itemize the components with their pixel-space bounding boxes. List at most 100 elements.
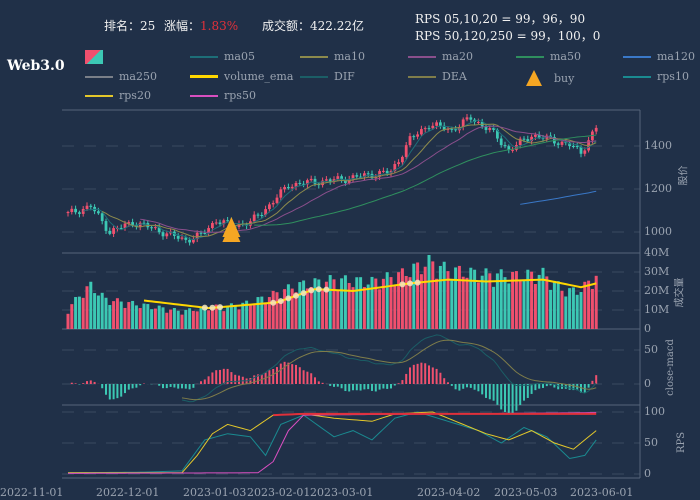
volume-bar bbox=[127, 302, 131, 329]
macd-histogram-bar bbox=[352, 384, 354, 391]
volume-bar bbox=[362, 287, 366, 329]
macd-histogram-bar bbox=[249, 378, 252, 384]
volume-signal-dot bbox=[315, 286, 322, 293]
legend-item-rps20[interactable]: rps20 bbox=[85, 89, 151, 102]
volume-signal-dot bbox=[308, 287, 315, 294]
macd-histogram-bar bbox=[329, 384, 332, 386]
volume-bar bbox=[328, 275, 332, 329]
macd-histogram-bar bbox=[496, 384, 499, 405]
volume-bar bbox=[560, 290, 564, 329]
legend-item-rps10[interactable]: rps10 bbox=[623, 70, 689, 83]
volume-bar bbox=[381, 278, 385, 329]
legend-item-DEA[interactable]: DEA bbox=[408, 70, 467, 83]
macd-histogram-bar bbox=[158, 384, 161, 386]
candle-up bbox=[271, 202, 275, 205]
volume-bar bbox=[96, 295, 100, 329]
candle-up bbox=[81, 208, 85, 214]
volume-bar bbox=[248, 304, 252, 329]
volume-bar bbox=[537, 274, 541, 329]
x-tick: 2023-06-01 bbox=[570, 486, 634, 499]
legend-item-buy[interactable]: buy bbox=[520, 70, 574, 86]
legend-item-ma20[interactable]: ma20 bbox=[408, 50, 473, 63]
macd-histogram-bar bbox=[572, 384, 575, 391]
volume-bar bbox=[416, 262, 420, 329]
line-icon bbox=[190, 75, 218, 78]
macd-histogram-bar bbox=[431, 367, 434, 384]
macd-histogram-bar bbox=[424, 363, 427, 384]
macd-histogram-bar bbox=[219, 369, 221, 384]
legend-label: ma250 bbox=[119, 70, 157, 83]
legend-item-ma05[interactable]: ma05 bbox=[190, 50, 255, 63]
volume-bar bbox=[533, 283, 537, 329]
price-tick: 1400 bbox=[644, 139, 672, 152]
legend-label: ma10 bbox=[334, 50, 365, 63]
volume-bar bbox=[522, 279, 526, 329]
macd-histogram-bar bbox=[557, 384, 560, 390]
macd-histogram-bar bbox=[211, 372, 214, 384]
macd-histogram-bar bbox=[169, 384, 172, 387]
rps-tick: 100 bbox=[644, 405, 665, 418]
candle-up bbox=[192, 238, 195, 243]
legend-label: rps20 bbox=[119, 89, 151, 102]
candle-up bbox=[423, 128, 427, 130]
turnover-value: 422.22亿 bbox=[310, 19, 365, 33]
candle-up bbox=[207, 228, 210, 234]
volume-bar bbox=[286, 284, 290, 329]
volume-bar bbox=[575, 294, 579, 329]
legend-item-DIF[interactable]: DIF bbox=[300, 70, 355, 83]
legend-item-ma10[interactable]: ma10 bbox=[300, 50, 365, 63]
price-tick: 1200 bbox=[644, 182, 672, 195]
legend-item-candle[interactable] bbox=[85, 50, 109, 64]
macd-histogram-bar bbox=[192, 384, 195, 388]
volume-bar bbox=[153, 308, 157, 329]
macd-histogram-bar bbox=[409, 367, 411, 384]
macd-histogram-bar bbox=[238, 375, 240, 384]
volume-bar bbox=[89, 281, 93, 329]
volume-bar bbox=[123, 307, 127, 329]
volume-bar bbox=[260, 296, 264, 329]
volume-bar bbox=[442, 261, 446, 329]
macd-histogram-bar bbox=[439, 372, 442, 384]
candle-down bbox=[78, 212, 81, 214]
legend-item-ma50[interactable]: ma50 bbox=[516, 50, 581, 63]
rps-tick: 50 bbox=[644, 436, 658, 449]
volume-signal-dot bbox=[407, 280, 413, 287]
legend-item-ma120[interactable]: ma120 bbox=[623, 50, 695, 63]
candle-down bbox=[454, 129, 457, 131]
candle-up bbox=[404, 145, 408, 157]
volume-bar bbox=[514, 271, 518, 329]
macd-histogram-bar bbox=[530, 384, 533, 394]
volume-bar bbox=[499, 269, 503, 329]
volume-bar bbox=[267, 297, 271, 329]
candle-up bbox=[401, 156, 404, 163]
macd-histogram-bar bbox=[450, 384, 453, 386]
legend-item-rps50[interactable]: rps50 bbox=[190, 89, 256, 102]
legend-label: ma05 bbox=[224, 50, 255, 63]
volume-bar bbox=[408, 277, 412, 329]
candle-up bbox=[123, 223, 127, 228]
candle-up bbox=[534, 134, 537, 137]
volume-bar bbox=[138, 308, 142, 329]
macd-histogram-bar bbox=[333, 384, 335, 387]
line-icon bbox=[408, 75, 436, 78]
macd-histogram-bar bbox=[488, 384, 491, 400]
candle-down bbox=[442, 125, 446, 130]
volume-bar bbox=[461, 276, 465, 329]
macd-histogram-bar bbox=[302, 370, 305, 384]
volume-bar bbox=[233, 306, 237, 329]
legend-item-ma250[interactable]: ma250 bbox=[85, 70, 157, 83]
candle-down bbox=[469, 117, 473, 120]
candle-up bbox=[283, 187, 286, 190]
legend-item-volume_ema[interactable]: volume_ema bbox=[190, 70, 293, 83]
candle-up bbox=[290, 186, 294, 189]
macd-histogram-bar bbox=[405, 373, 408, 384]
candle-up bbox=[138, 222, 142, 227]
candle-down bbox=[161, 232, 165, 237]
candle-down bbox=[537, 134, 541, 138]
candle-up bbox=[465, 117, 469, 120]
macd-histogram-bar bbox=[298, 367, 301, 384]
volume-bar bbox=[465, 277, 469, 329]
candle-down bbox=[142, 222, 146, 224]
turnover: 成交额：422.22亿 bbox=[262, 17, 364, 34]
candle-up bbox=[85, 205, 89, 209]
